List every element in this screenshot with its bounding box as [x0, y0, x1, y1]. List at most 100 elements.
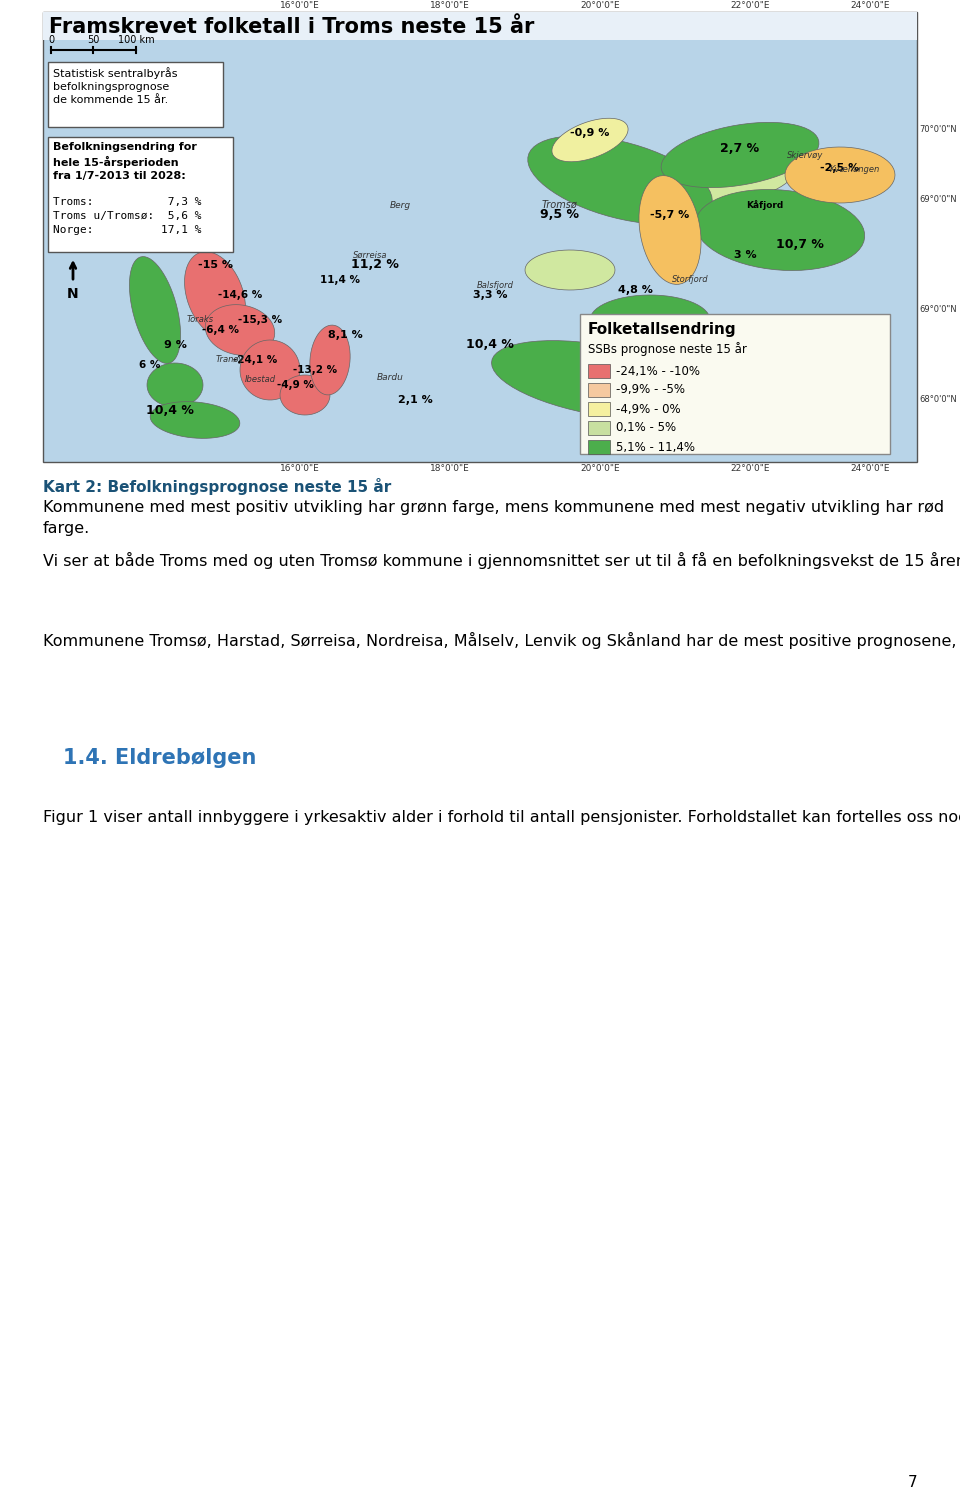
Text: SSBs prognose neste 15 år: SSBs prognose neste 15 år: [588, 342, 747, 356]
Text: 2,1 %: 2,1 %: [397, 395, 432, 406]
Text: 70°0'0"N: 70°0'0"N: [919, 126, 956, 135]
Text: -2,5 %: -2,5 %: [821, 164, 859, 173]
Text: Bardu: Bardu: [376, 374, 403, 383]
Text: -9,9% - -5%: -9,9% - -5%: [616, 383, 685, 397]
Text: 24°0'0"E: 24°0'0"E: [851, 2, 890, 11]
Text: Vi ser at både Troms med og uten Tromsø kommune i gjennomsnittet ser ut til å få: Vi ser at både Troms med og uten Tromsø …: [43, 553, 960, 569]
Text: 18°0'0"E: 18°0'0"E: [430, 2, 469, 11]
Text: Kvænangen: Kvænangen: [829, 165, 880, 174]
Text: N: N: [67, 287, 79, 300]
Text: 100 km: 100 km: [118, 35, 155, 45]
Bar: [588, 440, 610, 454]
Text: 16°0'0"E: 16°0'0"E: [280, 2, 320, 11]
Text: Ibestad: Ibestad: [245, 376, 276, 385]
Text: 22°0'0"E: 22°0'0"E: [731, 2, 770, 11]
Text: 69°0'0"N: 69°0'0"N: [919, 195, 956, 204]
Text: 69°0'0"N: 69°0'0"N: [919, 305, 956, 314]
Text: Sørreisa: Sørreisa: [352, 251, 387, 260]
Text: Troms:           7,3 %
Troms u/Tromsø:  5,6 %
Norge:          17,1 %: Troms: 7,3 % Troms u/Tromsø: 5,6 % Norge…: [53, 197, 202, 234]
Bar: [48, 62, 223, 128]
Text: 8,1 %: 8,1 %: [327, 330, 362, 339]
Text: 9 %: 9 %: [163, 339, 186, 350]
Text: Kommunene Tromsø, Harstad, Sørreisa, Nordreisa, Målselv, Lenvik og Skånland har : Kommunene Tromsø, Harstad, Sørreisa, Nor…: [43, 632, 960, 649]
Text: Skjervøy: Skjervøy: [787, 150, 823, 159]
Text: 22°0'0"E: 22°0'0"E: [731, 464, 770, 473]
Text: 2,7 %: 2,7 %: [720, 141, 759, 155]
Bar: [580, 314, 890, 454]
Text: 10,4 %: 10,4 %: [146, 404, 194, 416]
Text: Folketallsendring: Folketallsendring: [588, 321, 736, 336]
Text: 20°0'0"E: 20°0'0"E: [580, 2, 620, 11]
Text: -4,9 %: -4,9 %: [276, 380, 313, 391]
Text: 50: 50: [86, 35, 99, 45]
Text: 0: 0: [48, 35, 54, 45]
Text: 10,7 %: 10,7 %: [776, 239, 824, 251]
Polygon shape: [661, 122, 819, 188]
Text: 6 %: 6 %: [139, 360, 160, 369]
Text: -14,6 %: -14,6 %: [218, 290, 262, 300]
Text: 3,3 %: 3,3 %: [472, 290, 507, 300]
Text: 11,2 %: 11,2 %: [351, 258, 399, 272]
Polygon shape: [310, 324, 350, 395]
Text: -24,1% - -10%: -24,1% - -10%: [616, 365, 700, 377]
Text: -15 %: -15 %: [198, 260, 232, 270]
Text: Figur 1 viser antall innbyggere i yrkesaktiv alder i forhold til antall pensjoni: Figur 1 viser antall innbyggere i yrkesa…: [43, 810, 960, 825]
Bar: [43, 12, 917, 41]
Polygon shape: [147, 363, 203, 407]
Text: 9,5 %: 9,5 %: [540, 209, 580, 221]
Text: 0,1% - 5%: 0,1% - 5%: [616, 422, 676, 434]
Text: -6,4 %: -6,4 %: [202, 324, 238, 335]
Bar: [588, 383, 610, 397]
Text: -5,7 %: -5,7 %: [650, 210, 689, 219]
Text: 10,4 %: 10,4 %: [466, 338, 514, 351]
Text: 1.4. Eldrebølgen: 1.4. Eldrebølgen: [63, 748, 256, 768]
Polygon shape: [552, 119, 628, 162]
Polygon shape: [184, 252, 246, 338]
Text: 20°0'0"E: 20°0'0"E: [580, 464, 620, 473]
Polygon shape: [695, 189, 865, 270]
Text: -13,2 %: -13,2 %: [293, 365, 337, 376]
Text: Kommunene med mest positiv utvikling har grønn farge, mens kommunene med mest ne: Kommunene med mest positiv utvikling har…: [43, 500, 944, 536]
Bar: [588, 421, 610, 436]
Text: 24°0'0"E: 24°0'0"E: [851, 464, 890, 473]
Polygon shape: [130, 257, 180, 363]
Polygon shape: [150, 401, 240, 439]
Text: 5,1% - 11,4%: 5,1% - 11,4%: [616, 440, 695, 454]
Text: -24,1 %: -24,1 %: [233, 354, 277, 365]
Text: Tranøy: Tranøy: [216, 356, 244, 365]
Bar: [48, 137, 233, 252]
Text: 16°0'0"E: 16°0'0"E: [280, 464, 320, 473]
Text: Tromsø: Tromsø: [542, 200, 578, 210]
Text: 7: 7: [907, 1475, 917, 1490]
Text: -4,9% - 0%: -4,9% - 0%: [616, 403, 681, 416]
Polygon shape: [785, 147, 895, 203]
Text: 4,8 %: 4,8 %: [617, 285, 653, 294]
Polygon shape: [528, 135, 712, 224]
Text: 68°0'0"N: 68°0'0"N: [919, 395, 957, 404]
Text: Statistisk sentralbyrås
befolkningsprognose
de kommende 15 år.: Statistisk sentralbyrås befolkningsprogn…: [53, 68, 178, 105]
Text: 11,4 %: 11,4 %: [320, 275, 360, 285]
Text: 3 %: 3 %: [733, 249, 756, 260]
Text: -15,3 %: -15,3 %: [238, 315, 282, 324]
Bar: [588, 403, 610, 416]
Text: -0,9 %: -0,9 %: [570, 128, 610, 138]
Text: Framskrevet folketall i Troms neste 15 år: Framskrevet folketall i Troms neste 15 å…: [49, 17, 535, 38]
Bar: [588, 363, 610, 379]
Polygon shape: [240, 339, 300, 400]
Polygon shape: [492, 341, 708, 419]
Text: Kåfjord: Kåfjord: [746, 200, 783, 210]
Text: Berg: Berg: [390, 200, 411, 209]
Text: Kart 2: Befolkningsprognose neste 15 år: Kart 2: Befolkningsprognose neste 15 år: [43, 478, 392, 496]
Bar: [43, 12, 917, 463]
Text: 18°0'0"E: 18°0'0"E: [430, 464, 469, 473]
Text: Balsfjord: Balsfjord: [476, 281, 514, 290]
Text: Storfjord: Storfjord: [672, 275, 708, 284]
Polygon shape: [590, 294, 710, 345]
Polygon shape: [280, 376, 330, 415]
Polygon shape: [525, 249, 615, 290]
Polygon shape: [639, 176, 701, 284]
Text: Toraks: Toraks: [186, 315, 213, 324]
Polygon shape: [645, 146, 795, 204]
Text: Befolkningsendring for
hele 15-årsperioden
fra 1/7-2013 til 2028:: Befolkningsendring for hele 15-årsperiod…: [53, 143, 197, 182]
Polygon shape: [205, 305, 275, 356]
